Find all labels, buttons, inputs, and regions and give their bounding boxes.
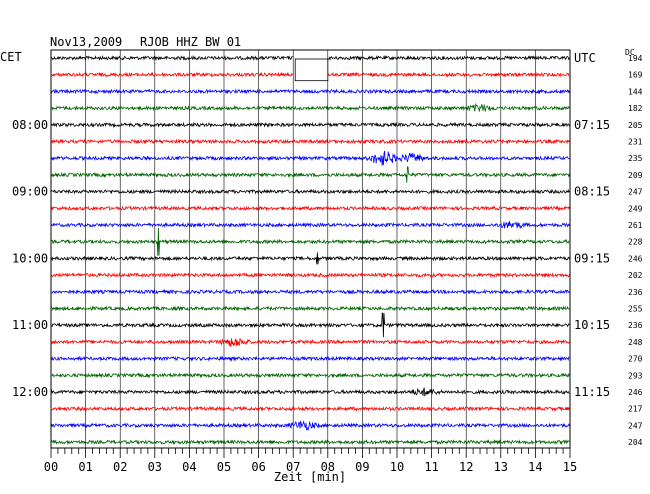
- x-tick-label: 06: [251, 460, 265, 474]
- dc-value: 247: [628, 188, 643, 197]
- trace-row-16: [50, 312, 570, 338]
- trace-row-17: [50, 338, 570, 347]
- x-tick-label: 01: [78, 460, 92, 474]
- trace-row-22: [50, 420, 570, 431]
- left-time-label: 11:00: [12, 318, 48, 332]
- trace-row-18: [50, 355, 570, 362]
- trace-row-20: [50, 387, 570, 397]
- dc-values: 194 169 144 182 205 231 235 209 247 249 261 228 246 2…: [628, 54, 643, 447]
- trace-row-9: [50, 205, 570, 212]
- trace-row-21: [50, 405, 570, 412]
- left-time-label: 09:00: [12, 185, 48, 199]
- dc-value: 246: [628, 388, 643, 397]
- trace-row-13: [50, 272, 570, 279]
- trace-row-4: [50, 121, 570, 128]
- x-tick-label: 04: [182, 460, 196, 474]
- dc-value: 209: [628, 171, 643, 180]
- dc-value: 236: [628, 288, 643, 297]
- dc-value: 261: [628, 221, 643, 230]
- dc-value: 205: [628, 121, 643, 130]
- dc-value: 235: [628, 154, 643, 163]
- dc-value: 202: [628, 271, 643, 280]
- trace-row-12: [50, 252, 570, 265]
- data-gap: [294, 58, 329, 82]
- trace-row-19: [50, 372, 570, 379]
- dc-value: 247: [628, 421, 643, 430]
- trace-row-1: [50, 71, 570, 78]
- x-tick-label: 15: [563, 460, 577, 474]
- dc-value: 182: [628, 104, 643, 113]
- minute-gridlines: [85, 50, 536, 448]
- trace-row-15: [50, 305, 570, 312]
- station-label: RJOB HHZ BW 01: [140, 35, 241, 49]
- dc-value: 255: [628, 305, 643, 314]
- left-time-labels: 08:00 09:00 10:00 11:00 12:00: [12, 118, 48, 399]
- trace-row-5: [50, 138, 570, 145]
- dc-value: 293: [628, 371, 643, 380]
- trace-row-11: [50, 227, 570, 256]
- trace-row-7: [50, 166, 570, 183]
- x-tick-label: 09: [355, 460, 369, 474]
- dc-value: 228: [628, 238, 643, 247]
- x-tick-label: 03: [148, 460, 162, 474]
- right-time-label: 11:15: [574, 385, 610, 399]
- x-tick-label: 02: [113, 460, 127, 474]
- dc-value: 246: [628, 254, 643, 263]
- trace-row-3: [50, 102, 570, 112]
- x-tick-label: 00: [44, 460, 58, 474]
- dc-value: 169: [628, 71, 643, 80]
- date-label: Nov13,2009: [50, 35, 122, 49]
- right-time-label: 07:15: [574, 118, 610, 132]
- trace-row-23: [50, 438, 570, 446]
- right-time-labels: UTC 07:15 08:15 09:15 10:15 11:15: [574, 51, 610, 399]
- right-time-label: 08:15: [574, 185, 610, 199]
- x-axis-ticks: 00 01 02 03 04 05 06 07 08 09 10 11 12 13 14 15: [44, 448, 577, 474]
- dc-value: 236: [628, 321, 643, 330]
- trace-row-10: [50, 221, 570, 230]
- x-tick-label: 05: [217, 460, 231, 474]
- left-time-label: 12:00: [12, 385, 48, 399]
- trace-row-8: [50, 188, 570, 195]
- left-timezone-label: CET: [0, 50, 22, 64]
- dc-value: 144: [628, 87, 643, 96]
- x-tick-label: 10: [390, 460, 404, 474]
- x-tick-label: 11: [424, 460, 438, 474]
- trace-row-14: [50, 288, 570, 295]
- trace-row-6: [50, 150, 570, 166]
- x-tick-label: 14: [528, 460, 542, 474]
- right-time-label: 09:15: [574, 251, 610, 265]
- data-gaps: [294, 58, 329, 82]
- right-time-label: 10:15: [574, 318, 610, 332]
- dc-value: 204: [628, 438, 643, 447]
- trace-row-2: [50, 88, 570, 95]
- dc-value: 231: [628, 138, 643, 147]
- x-axis-label: Zeit [min]: [274, 470, 346, 484]
- x-tick-label: 13: [494, 460, 508, 474]
- traces: [50, 54, 570, 446]
- left-time-label: 10:00: [12, 251, 48, 265]
- dc-column-label: DC: [625, 48, 635, 57]
- x-tick-label: 12: [459, 460, 473, 474]
- dc-value: 194: [628, 54, 643, 63]
- dc-value: 270: [628, 355, 643, 364]
- x-tick-label: 08: [321, 460, 335, 474]
- x-tick-label: 07: [286, 460, 300, 474]
- dc-value: 248: [628, 338, 643, 347]
- trace-row-0: [50, 54, 570, 62]
- plot-frame: [50, 49, 571, 449]
- left-time-label: 08:00: [12, 118, 48, 132]
- right-time-label: UTC: [574, 51, 596, 65]
- dc-value: 249: [628, 204, 643, 213]
- dc-value: 217: [628, 405, 643, 414]
